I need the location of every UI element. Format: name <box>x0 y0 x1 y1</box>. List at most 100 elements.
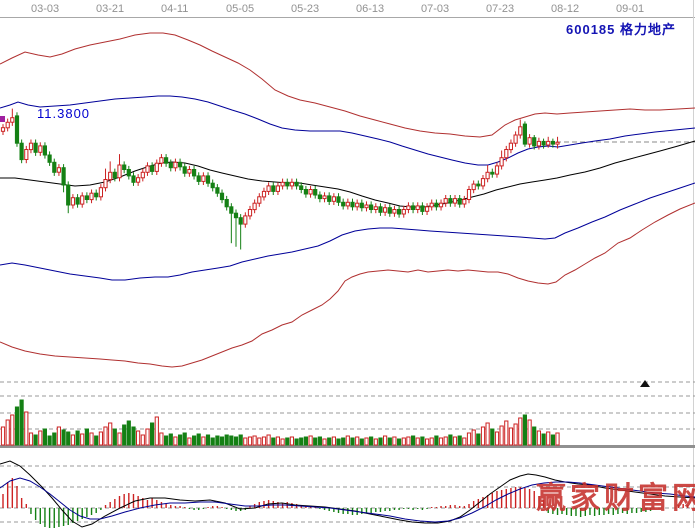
candle-body <box>215 187 220 194</box>
volume-bar <box>38 430 43 446</box>
candle-body <box>476 183 481 187</box>
candle-body <box>527 137 532 145</box>
candle-body <box>219 192 225 201</box>
candle-body <box>117 164 122 179</box>
candle-body <box>355 202 360 208</box>
candle-body <box>536 140 541 147</box>
volume-bar <box>247 436 253 446</box>
candlestick-series <box>0 108 560 250</box>
candle-body <box>271 185 276 192</box>
macd-histogram <box>2 478 689 528</box>
volume-bar <box>466 432 472 446</box>
candle-body <box>452 198 458 204</box>
volume-bar <box>476 433 481 446</box>
volume-bar <box>359 438 364 446</box>
volume-bar <box>140 434 145 446</box>
panel-right-border <box>693 0 694 528</box>
candle-body <box>10 117 15 123</box>
volume-bar <box>434 435 439 446</box>
candle-body <box>205 175 211 184</box>
volume-bar <box>406 436 411 446</box>
date-axis-line <box>0 17 695 18</box>
candle-body <box>462 199 467 205</box>
volume-bar <box>280 438 285 446</box>
candle-body <box>350 201 355 208</box>
date-tick-label: 04-11 <box>161 3 189 15</box>
candle-body <box>210 182 215 189</box>
volume-bar <box>257 437 262 446</box>
volume-bar <box>499 425 504 446</box>
candle-body <box>80 195 85 205</box>
volume-bar <box>555 432 560 446</box>
volume-bar <box>56 426 61 446</box>
volume-bar <box>513 423 518 446</box>
volume-bar <box>355 436 360 446</box>
date-tick-label: 05-23 <box>291 3 320 15</box>
candle-body <box>499 157 504 167</box>
volume-bar <box>178 434 183 446</box>
date-tick-label: 07-03 <box>421 3 450 15</box>
watermark: 赢家财富网 <box>536 481 695 516</box>
volume-bar <box>24 411 29 446</box>
candle-body <box>457 198 462 205</box>
candle-body <box>327 195 332 202</box>
candle-body <box>94 192 99 198</box>
volume-bar <box>536 430 541 446</box>
candle-body <box>178 161 183 168</box>
candle-body <box>247 209 253 217</box>
volume-bar <box>117 432 122 446</box>
candle-body <box>261 190 267 198</box>
candle-body <box>289 181 294 187</box>
date-tick-label: 09-01 <box>616 3 645 15</box>
candle-body <box>42 145 47 156</box>
candle-body <box>89 192 94 201</box>
candle-body <box>66 184 71 206</box>
candle-body <box>406 205 411 210</box>
volume-bar <box>373 438 378 446</box>
candle-body <box>317 194 322 200</box>
candle-body <box>494 165 500 175</box>
volume-bar <box>438 437 444 446</box>
candle-body <box>364 204 369 209</box>
volume-bar <box>159 432 164 446</box>
candle-body <box>294 181 299 187</box>
stock-ticker-label[interactable]: 600185 格力地产 <box>566 22 676 37</box>
moving-average-line <box>0 140 695 208</box>
candle-body <box>303 189 308 195</box>
upper-red-band-line <box>0 32 695 138</box>
volume-bar <box>164 435 169 446</box>
candle-body <box>429 202 434 208</box>
candle-body <box>378 206 383 213</box>
volume-bar <box>108 422 113 446</box>
candle-body <box>401 209 406 215</box>
volume-bar <box>471 429 476 446</box>
candle-body <box>275 185 280 192</box>
price-label: 11.3800 <box>37 106 91 121</box>
candle-body <box>84 195 90 200</box>
candle-body <box>136 177 141 183</box>
candle-body <box>313 189 318 196</box>
volume-bar <box>182 432 187 446</box>
candle-body <box>0 127 6 132</box>
volume-bar <box>145 428 150 446</box>
candle-body <box>154 162 159 172</box>
volume-bar <box>61 429 66 446</box>
volume-series <box>0 399 560 446</box>
volume-bar <box>285 437 290 446</box>
volume-bar <box>187 437 192 446</box>
candle-body <box>504 149 509 159</box>
date-tick-label: 03-03 <box>31 3 60 15</box>
volume-bar <box>266 434 271 446</box>
candle-body <box>331 196 336 202</box>
candle-body <box>425 206 430 212</box>
volume-bar <box>336 438 341 446</box>
volume-bar <box>350 437 355 446</box>
candle-body <box>243 215 248 225</box>
volume-bar <box>275 436 280 446</box>
volume-bar <box>490 428 495 446</box>
volume-bar <box>233 436 239 446</box>
candle-body <box>14 115 20 144</box>
candle-body <box>266 185 271 192</box>
volume-bar <box>429 437 434 446</box>
candle-body <box>182 166 187 174</box>
